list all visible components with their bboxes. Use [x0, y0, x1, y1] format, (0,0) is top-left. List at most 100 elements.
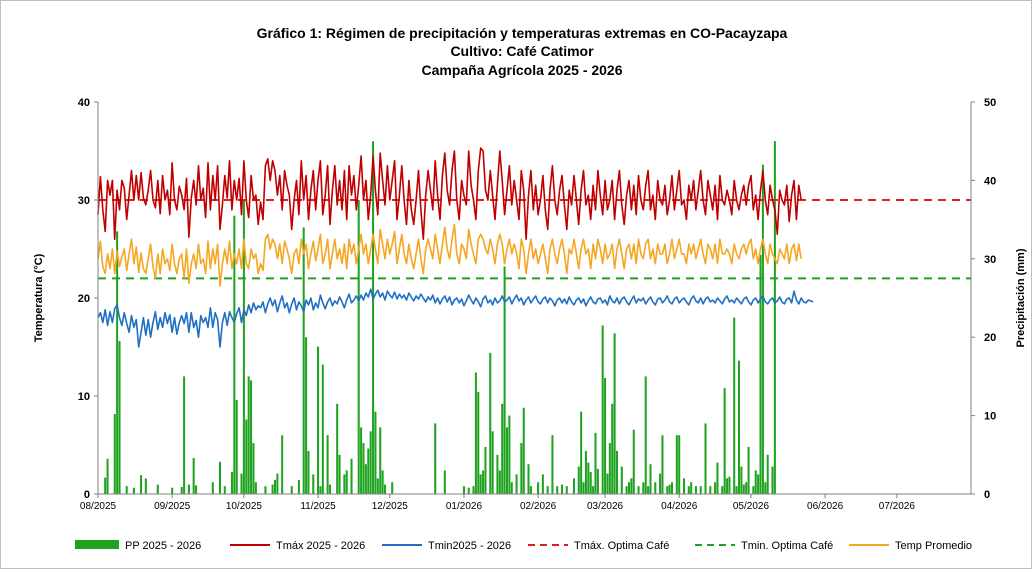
legend-swatch-bar	[75, 540, 119, 549]
x-tick-label: 10/2025	[226, 501, 263, 512]
precip-bar	[498, 470, 501, 494]
precip-bar	[678, 435, 681, 494]
precip-bar	[668, 484, 671, 494]
legend-label: Tmin2025 - 2026	[428, 540, 511, 552]
legend-label: Temp Promedio	[895, 540, 972, 552]
legend-label: Tmáx 2025 - 2026	[276, 540, 365, 552]
precip-bar	[508, 415, 511, 494]
precip-bar	[527, 464, 530, 494]
precip-bar	[505, 427, 509, 494]
precip-bar	[235, 399, 238, 494]
precip-bar	[714, 482, 717, 494]
precip-bar	[723, 388, 726, 494]
precip-bar	[644, 376, 647, 494]
precip-bar	[620, 466, 623, 494]
precip-bar	[479, 474, 482, 494]
legend-entry: Tmáx. Optima Café	[528, 540, 669, 552]
x-tick-label: 07/2026	[879, 501, 916, 512]
x-tick-label: 06/2026	[807, 501, 844, 512]
x-tick-label: 09/2025	[154, 501, 191, 512]
precip-bar	[728, 476, 731, 494]
precip-bar	[671, 482, 674, 494]
precip-bar	[218, 461, 221, 494]
y-left-axis-title: Temperatura (°C)	[33, 253, 45, 342]
precip-bar	[764, 482, 767, 494]
precip-bar	[374, 411, 377, 494]
legend: PP 2025 - 2026 Tmáx 2025 - 2026 Tmin2025 -…	[75, 540, 972, 552]
precip-bar	[250, 380, 253, 494]
precip-bar	[245, 419, 248, 494]
precip-bar	[594, 432, 597, 494]
precip-bar	[565, 486, 568, 494]
y-left-tick-label: 0	[84, 489, 90, 501]
precip-bar	[537, 482, 540, 494]
precip-bar	[462, 486, 465, 494]
precip-bar	[364, 464, 367, 494]
precip-bar	[343, 474, 346, 494]
precip-bar	[474, 372, 477, 494]
legend-entry: Temp Promedio	[849, 540, 972, 552]
precip-bar	[434, 423, 437, 494]
precip-bar	[195, 485, 198, 494]
x-tick-label: 05/2026	[733, 501, 770, 512]
precip-bar	[345, 470, 348, 494]
legend-label: Tmin. Optima Café	[741, 540, 833, 552]
precip-bar	[132, 487, 135, 494]
precip-bar	[637, 486, 640, 494]
precip-bar	[520, 443, 523, 494]
precip-bar	[577, 466, 580, 494]
precip-bar	[745, 482, 748, 494]
precip-bar	[587, 462, 590, 494]
precip-bar	[551, 435, 554, 494]
precip-bar	[290, 486, 293, 494]
y-left-tick-label: 10	[78, 391, 90, 403]
y-right-axis-title: Precipitación (mm)	[1015, 248, 1027, 347]
precip-bar	[376, 478, 379, 494]
y-right-tick-label: 0	[984, 489, 990, 501]
precip-bar	[666, 486, 669, 494]
precip-bar	[271, 484, 274, 494]
precip-bar	[242, 200, 245, 494]
y-right-ticks: 0 10 20 30 40 50	[971, 97, 996, 501]
precip-bar	[580, 411, 583, 494]
precip-bar	[632, 429, 635, 494]
precip-bar	[522, 407, 525, 494]
precip-bar	[556, 486, 559, 494]
legend-label: Tmáx. Optima Café	[574, 540, 669, 552]
precip-bar	[604, 377, 607, 494]
precip-bar	[584, 450, 587, 494]
precip-bar	[690, 482, 693, 494]
precip-bar	[742, 484, 745, 494]
y-right-tick-label: 10	[984, 411, 996, 423]
precip-bar	[754, 470, 757, 494]
precip-bar	[187, 484, 190, 494]
x-tick-label: 11/2025	[300, 501, 336, 512]
precip-bar	[596, 468, 599, 494]
precip-bar	[515, 474, 518, 494]
y-right-tick-label: 50	[984, 97, 996, 109]
precip-bar	[192, 457, 195, 494]
legend-entry: Tmin. Optima Café	[695, 540, 833, 552]
precip-bar	[589, 472, 592, 494]
y-left-tick-label: 20	[78, 293, 90, 305]
precip-bar	[606, 473, 609, 494]
precip-bar	[391, 482, 394, 494]
precip-bar	[183, 376, 186, 494]
optimum-lines	[98, 199, 971, 280]
precip-bar	[328, 484, 332, 494]
x-tick-label: 01/2026	[446, 501, 483, 512]
precip-bar	[766, 454, 769, 494]
precip-bar	[773, 141, 776, 494]
precip-bar	[307, 450, 310, 494]
precip-bar	[675, 435, 678, 494]
precip-bar	[735, 486, 738, 494]
x-ticks: 08/2025 09/2025 10/2025 11/2025 12/2025 01/20…	[80, 494, 915, 512]
precip-bar	[230, 472, 233, 494]
precip-bar	[350, 458, 353, 494]
precip-bar	[704, 423, 707, 494]
precip-bar	[367, 448, 370, 494]
precip-bar	[180, 486, 183, 494]
precip-bar	[443, 470, 446, 494]
precip-bar	[601, 325, 604, 494]
